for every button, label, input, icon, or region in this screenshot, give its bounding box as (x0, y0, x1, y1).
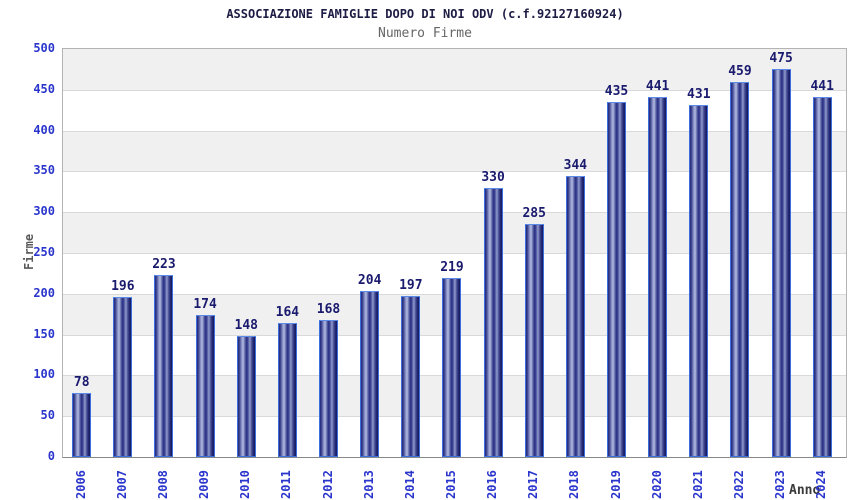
bar-value-label: 441 (810, 79, 834, 95)
x-tick-label: 2018 (567, 470, 582, 499)
bar-value-label: 285 (522, 206, 546, 222)
bar-2019 (607, 102, 627, 457)
y-tick-label: 200 (33, 285, 55, 300)
chart-subtitle: Numero Firme (378, 26, 472, 41)
bar-2020 (648, 97, 668, 457)
plot-band (63, 130, 846, 172)
bar-2011 (277, 323, 297, 457)
bar-value-label: 164 (275, 305, 300, 321)
plot-band (63, 171, 846, 213)
bar-value-label: 219 (440, 260, 464, 276)
x-tick-label: 2020 (649, 470, 664, 499)
bar-2010 (236, 336, 256, 457)
y-tick-label: 100 (33, 367, 55, 382)
plot-band (63, 49, 846, 90)
x-tick-label: 2017 (526, 470, 541, 499)
y-tick-label: 0 (47, 449, 55, 463)
x-tick-label: 2023 (773, 470, 788, 499)
bar-value-label: 197 (399, 278, 423, 294)
x-tick-label: 2008 (155, 470, 170, 499)
y-tick-label: 500 (33, 41, 55, 55)
bar-2022 (730, 82, 750, 457)
bar-2009 (195, 315, 215, 457)
plot-band (63, 89, 846, 131)
bar-2013 (360, 290, 380, 457)
plot-area: 78 196 223 174 148 164 168 204 197 219 330 285 344 43… (62, 48, 847, 458)
y-tick-label: 400 (33, 122, 55, 137)
bar-2008 (154, 275, 174, 457)
x-tick-label: 2011 (279, 470, 294, 499)
y-tick-label: 450 (33, 81, 55, 96)
bar-2023 (771, 69, 791, 457)
x-tick-label: 2019 (608, 470, 623, 499)
bar-value-label: 441 (645, 79, 670, 95)
bar-value-label: 475 (769, 51, 793, 67)
x-tick-label: 2015 (443, 470, 458, 499)
bar-value-label: 435 (604, 84, 629, 100)
x-tick-label: 2006 (73, 470, 88, 499)
bar-value-label: 196 (111, 279, 135, 295)
bar-2017 (524, 224, 544, 457)
x-tick-label: 2016 (485, 470, 500, 499)
x-tick-label: 2014 (402, 470, 417, 499)
bar-value-label: 148 (234, 318, 258, 334)
y-tick-label: 250 (33, 245, 55, 259)
bar-2015 (442, 278, 462, 457)
y-tick-label: 150 (33, 326, 55, 341)
bar-2012 (319, 319, 339, 457)
bar-2014 (401, 296, 421, 457)
bar-2007 (113, 297, 133, 457)
x-tick-label: 2021 (690, 470, 705, 499)
bar-value-label: 344 (563, 158, 588, 174)
y-tick-label: 50 (40, 408, 55, 423)
bar-value-label: 459 (728, 64, 752, 80)
x-axis-title: Anno (789, 483, 821, 498)
bar-value-label: 330 (481, 169, 505, 185)
y-tick-label: 300 (33, 204, 55, 219)
x-tick-label: 2013 (361, 470, 376, 499)
gridline (63, 130, 846, 132)
bar-value-label: 223 (152, 257, 176, 273)
x-tick-label: 2022 (731, 470, 746, 499)
bar-2006 (72, 393, 92, 457)
x-tick-label: 2007 (114, 470, 129, 499)
bar-value-label: 204 (357, 272, 382, 288)
bar-value-label: 168 (316, 301, 341, 317)
x-tick-label: 2009 (197, 470, 212, 499)
gridline (63, 89, 846, 91)
bar-2018 (565, 176, 585, 457)
y-tick-label: 350 (33, 163, 55, 178)
plot-band (63, 212, 846, 253)
bar-2021 (689, 105, 709, 457)
x-tick-label: 2012 (320, 470, 335, 499)
bar-value-label: 78 (73, 375, 90, 391)
bar-2016 (483, 187, 503, 457)
chart-title: ASSOCIAZIONE FAMIGLIE DOPO DI NOI ODV (c… (226, 7, 624, 21)
bar-value-label: 174 (193, 297, 217, 313)
gridline (63, 212, 846, 214)
gridline (63, 171, 846, 173)
bar-2024 (812, 97, 832, 457)
x-tick-label: 2010 (238, 470, 253, 499)
x-tick-label: 2024 (814, 470, 829, 499)
bar-value-label: 431 (687, 87, 711, 103)
gridline (63, 253, 846, 254)
